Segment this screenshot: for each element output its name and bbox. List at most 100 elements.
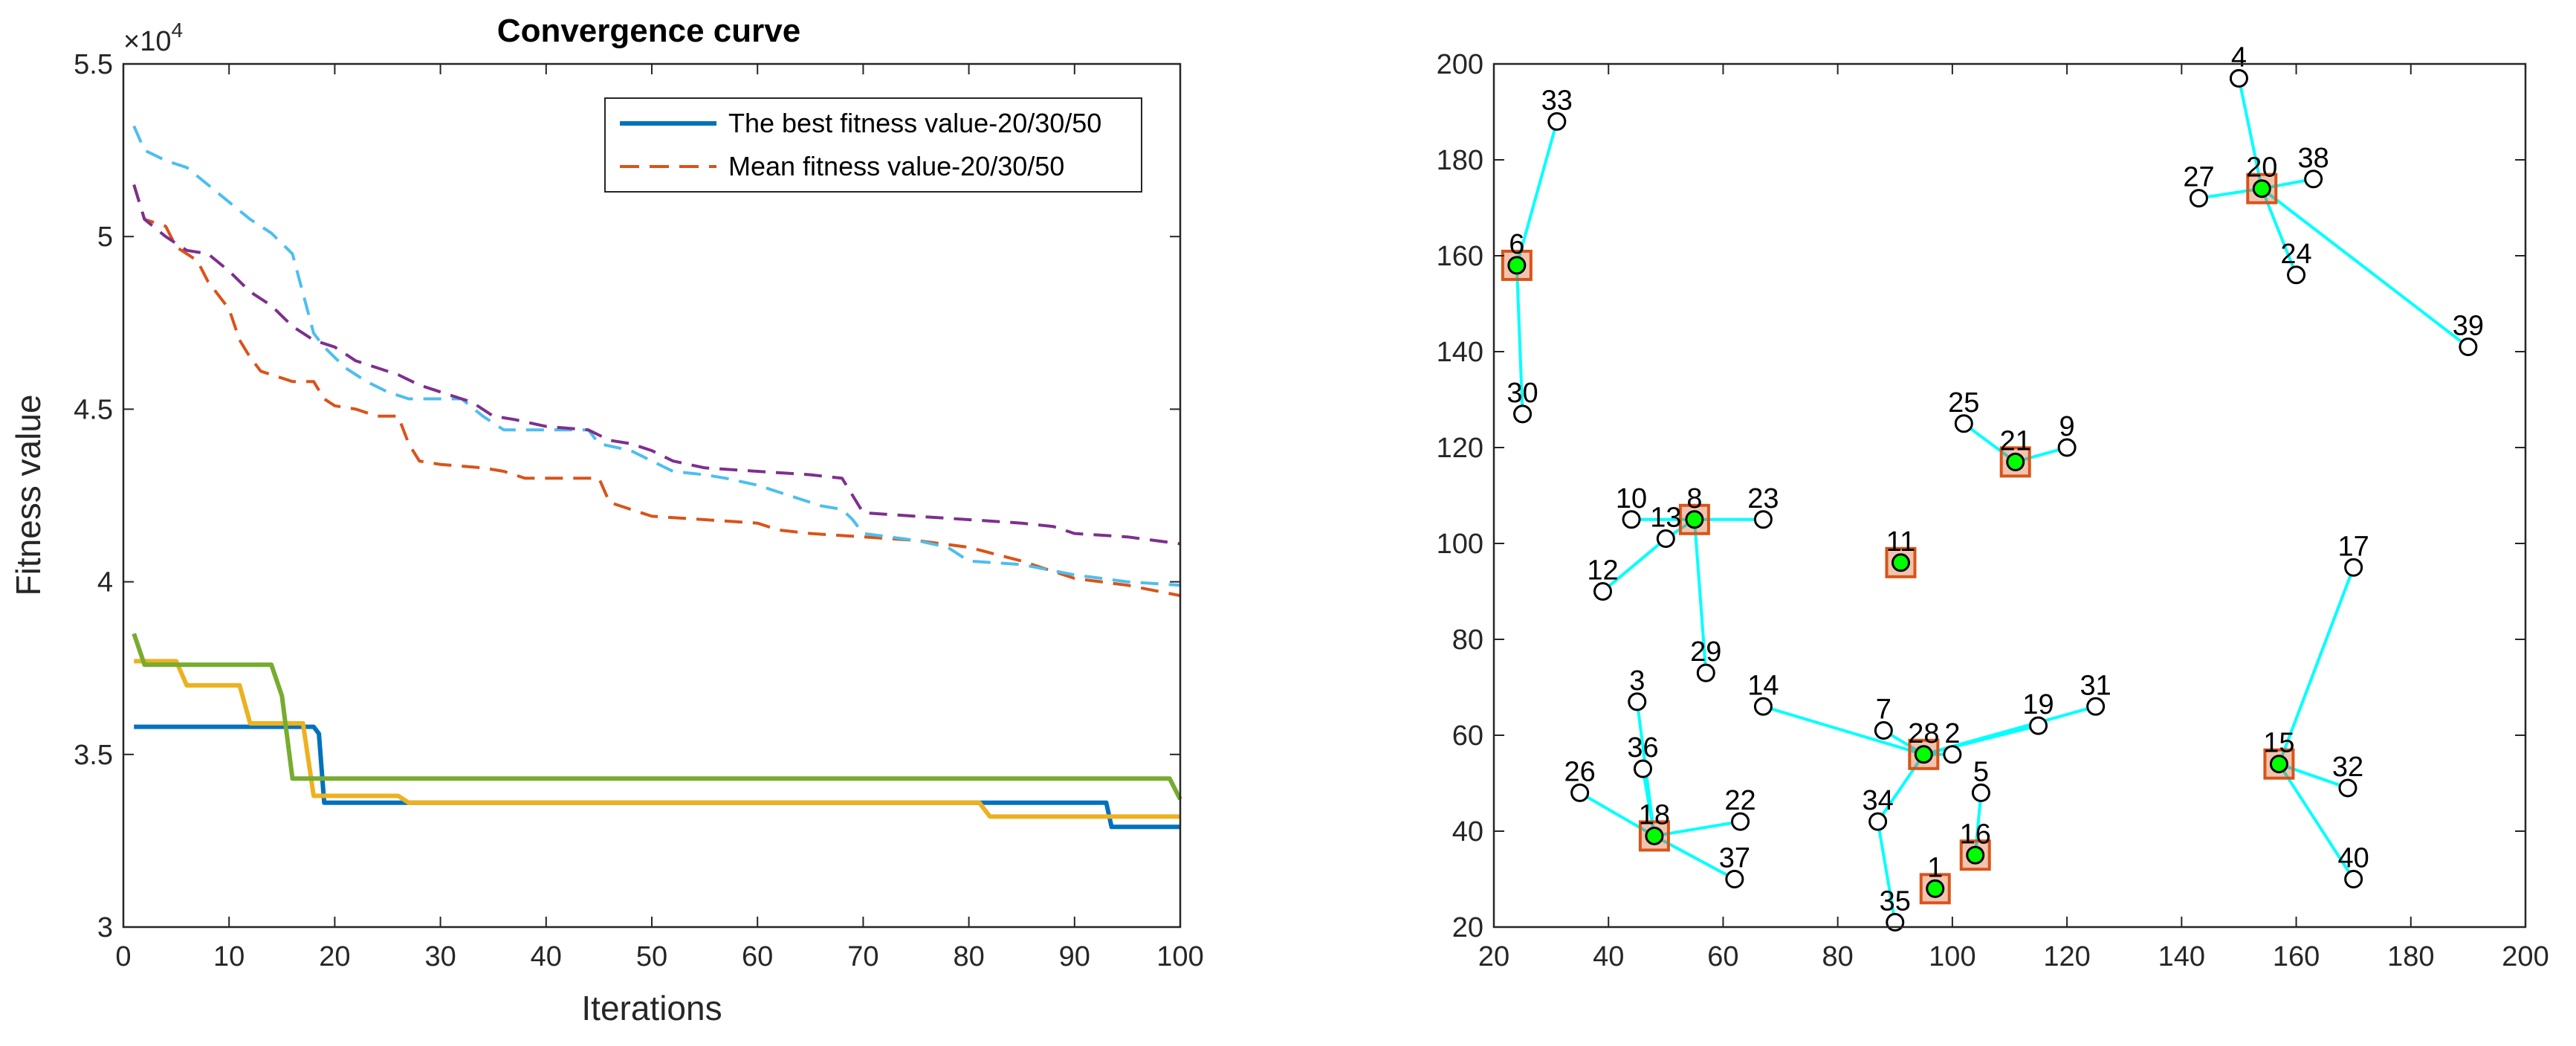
plot-area bbox=[123, 64, 1180, 927]
node-label: 8 bbox=[1686, 483, 1702, 514]
series-line-mean-30 bbox=[132, 125, 1181, 587]
y-tick-label: 4 bbox=[97, 567, 113, 598]
node-label: 1 bbox=[1927, 852, 1943, 883]
edge-line bbox=[1641, 768, 1656, 836]
x-tick-label: 180 bbox=[2387, 941, 2434, 972]
y-tick-label: 60 bbox=[1452, 720, 1483, 752]
node-dot bbox=[1868, 812, 1888, 831]
node-dot bbox=[1731, 812, 1750, 831]
node-label: 21 bbox=[2000, 425, 2031, 456]
node-dot bbox=[2338, 778, 2357, 798]
node-label: 15 bbox=[2263, 728, 2294, 759]
node-dot bbox=[2057, 438, 2077, 457]
node-label: 36 bbox=[1627, 732, 1658, 763]
chart-title: Convergence curve bbox=[497, 13, 800, 49]
node-label: 5 bbox=[1973, 756, 1989, 787]
y-exponent-label: ×104 bbox=[123, 19, 183, 57]
x-tick-label: 60 bbox=[742, 941, 773, 972]
node-dot bbox=[1725, 870, 1744, 888]
node-label: 3 bbox=[1629, 665, 1645, 697]
y-tick-label: 20 bbox=[1452, 912, 1483, 943]
edge-line bbox=[2261, 187, 2470, 349]
hub-node-dot bbox=[1966, 845, 1985, 865]
node-dot bbox=[2287, 265, 2306, 285]
y-tick-label: 180 bbox=[1437, 145, 1483, 176]
x-tick-label: 30 bbox=[424, 941, 456, 972]
edge-line bbox=[1515, 120, 1559, 266]
edge-line bbox=[1973, 792, 1983, 856]
y-tick-label: 4.5 bbox=[74, 394, 113, 425]
x-tick-label: 90 bbox=[1059, 941, 1090, 972]
edge-line bbox=[1876, 821, 1897, 923]
node-dot bbox=[1570, 783, 1590, 802]
edge-line bbox=[2277, 763, 2355, 880]
edge-line bbox=[1876, 753, 1925, 823]
node-label: 26 bbox=[1564, 756, 1596, 787]
y-tick-label: 3.5 bbox=[74, 740, 113, 771]
node-label: 34 bbox=[1863, 785, 1894, 816]
edge-line bbox=[1762, 705, 1924, 756]
node-label: 18 bbox=[1639, 799, 1670, 830]
node-dot bbox=[1593, 582, 1613, 601]
x-tick-label: 120 bbox=[2043, 941, 2090, 972]
plot-frame bbox=[122, 62, 1182, 929]
node-label: 22 bbox=[1724, 785, 1755, 816]
node-label: 2 bbox=[1944, 718, 1960, 749]
edge-line bbox=[2278, 762, 2349, 790]
node-label: 25 bbox=[1948, 387, 1979, 419]
series-line-mean-20 bbox=[132, 184, 1181, 598]
legend: The best fitness value-20/30/50 Mean fit… bbox=[604, 97, 1142, 193]
node-dot bbox=[2189, 189, 2208, 208]
node-dot bbox=[1633, 759, 1652, 778]
x-axis-label: Iterations bbox=[581, 989, 722, 1027]
edge-line bbox=[2277, 566, 2355, 765]
series-line-best-50 bbox=[132, 633, 1182, 801]
cluster-network-chart: 1234567891011121314151617181920212223242… bbox=[1437, 42, 2549, 972]
node-label: 23 bbox=[1747, 483, 1779, 514]
node-label: 29 bbox=[1690, 636, 1721, 668]
node-label: 16 bbox=[1960, 819, 1991, 850]
node-dot bbox=[1622, 510, 1641, 529]
hub-node-dot bbox=[1926, 879, 1945, 898]
legend-label-mean: Mean fitness value-20/30/50 bbox=[728, 151, 1064, 181]
node-dot bbox=[1954, 414, 1973, 433]
node-label: 10 bbox=[1616, 483, 1647, 514]
hub-marker-box bbox=[1678, 503, 1710, 535]
node-label: 9 bbox=[2059, 411, 2075, 442]
edge-line bbox=[1579, 791, 1655, 838]
series-line-mean-50 bbox=[132, 184, 1181, 546]
series-line-best-30 bbox=[134, 659, 1180, 819]
node-dot bbox=[1971, 783, 1990, 802]
node-label: 24 bbox=[2280, 239, 2311, 270]
edge-line bbox=[1692, 519, 1708, 674]
node-label: 38 bbox=[2298, 143, 2329, 174]
node-label: 11 bbox=[1886, 526, 1915, 558]
node-label: 4 bbox=[2231, 42, 2247, 73]
hub-node-dot bbox=[1507, 256, 1527, 275]
node-dot bbox=[1874, 721, 1893, 740]
node-label: 33 bbox=[1541, 85, 1573, 116]
y-tick-label: 80 bbox=[1452, 624, 1483, 656]
x-tick-label: 60 bbox=[1707, 941, 1738, 972]
hub-node-dot bbox=[2269, 755, 2288, 774]
series-line-best-20 bbox=[134, 724, 1180, 830]
node-dot bbox=[1547, 112, 1567, 131]
x-tick-label: 80 bbox=[953, 941, 984, 972]
hub-node-dot bbox=[1685, 510, 1704, 529]
x-tick-label: 70 bbox=[847, 941, 878, 972]
y-tick-label: 3 bbox=[97, 912, 113, 943]
node-label: 20 bbox=[2246, 152, 2277, 184]
legend-label-best: The best fitness value-20/30/50 bbox=[728, 108, 1101, 138]
y-tick-label: 160 bbox=[1437, 241, 1483, 272]
x-tick-label: 0 bbox=[115, 941, 131, 972]
y-tick-label: 5.5 bbox=[74, 49, 113, 80]
node-label: 35 bbox=[1880, 886, 1911, 917]
x-tick-label: 20 bbox=[1478, 941, 1509, 972]
edge-line bbox=[2237, 77, 2264, 190]
node-dot bbox=[2459, 338, 2478, 357]
x-tick-label: 40 bbox=[531, 941, 562, 972]
node-dot bbox=[2344, 558, 2363, 577]
node-label: 37 bbox=[1719, 843, 1750, 874]
y-tick-label: 120 bbox=[1437, 433, 1483, 464]
